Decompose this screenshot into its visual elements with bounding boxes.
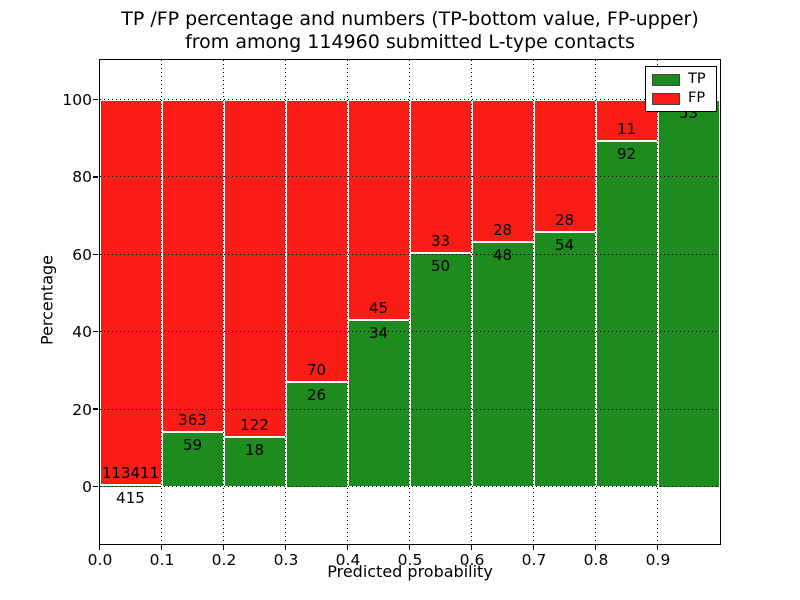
x-tick-label: 0.3 bbox=[273, 551, 299, 569]
bar-segment-fp bbox=[162, 100, 223, 432]
bar-segment-tp bbox=[534, 232, 595, 487]
bar-segment-tp bbox=[348, 320, 409, 487]
fp-count-label: 70 bbox=[306, 360, 327, 379]
fp-count-label: 45 bbox=[368, 298, 389, 317]
fp-count-label: 363 bbox=[178, 411, 207, 430]
legend-swatch-tp bbox=[652, 73, 680, 86]
bar-segment-tp bbox=[658, 100, 719, 487]
y-tick-mark bbox=[92, 253, 98, 256]
bar-segment-fp bbox=[286, 100, 347, 381]
y-tick-mark bbox=[92, 98, 98, 101]
legend-label-tp: TP bbox=[688, 71, 706, 87]
bar-segment-tp bbox=[596, 141, 657, 487]
x-tick-label: 0.7 bbox=[521, 551, 547, 569]
v-gridline bbox=[285, 59, 286, 544]
chart-title-line2: from among 114960 submitted L-type conta… bbox=[185, 31, 635, 53]
y-tick-label: 20 bbox=[72, 400, 92, 419]
x-tick-mark bbox=[656, 543, 659, 550]
bar-segment-fp bbox=[224, 100, 285, 436]
v-gridline bbox=[533, 59, 534, 544]
legend: TP FP bbox=[645, 66, 717, 112]
x-tick-mark bbox=[160, 543, 163, 550]
y-tick-mark bbox=[92, 176, 98, 178]
bar-segment-tp bbox=[286, 382, 347, 487]
x-tick-mark bbox=[470, 543, 473, 550]
x-tick-label: 0.9 bbox=[645, 551, 671, 569]
fp-count-label: 33 bbox=[430, 232, 451, 251]
legend-label-fp: FP bbox=[688, 90, 706, 106]
plot-area: 113411 415 363 59 122 18 70 26 45 34 33 50 28 48 28 54 1… bbox=[92, 58, 721, 550]
tp-count-label: 48 bbox=[492, 246, 513, 265]
x-axis-label: Predicted probability bbox=[327, 562, 493, 581]
bar-segment-fp bbox=[472, 100, 533, 242]
y-tick-label: 80 bbox=[72, 168, 92, 187]
y-tick-label: 0 bbox=[82, 478, 92, 496]
bar-segment-tp bbox=[472, 243, 533, 487]
bar-segment-tp bbox=[410, 254, 471, 487]
bar-segment-tp bbox=[224, 437, 285, 487]
x-tick-label: 0.0 bbox=[87, 551, 113, 569]
fp-count-label: 28 bbox=[554, 210, 575, 229]
tp-count-label: 92 bbox=[616, 144, 637, 163]
tp-count-label: 59 bbox=[182, 436, 203, 455]
x-tick-mark bbox=[346, 543, 349, 550]
tp-count-label: 415 bbox=[116, 489, 145, 508]
v-gridline bbox=[595, 59, 596, 544]
bar-segment-fp bbox=[348, 100, 409, 319]
tp-count-label: 18 bbox=[244, 440, 265, 459]
chart-title: TP /FP percentage and numbers (TP-bottom… bbox=[80, 8, 740, 54]
tp-count-label: 54 bbox=[554, 235, 575, 254]
x-tick-label: 0.1 bbox=[149, 551, 175, 569]
legend-item-tp: TP bbox=[652, 72, 710, 87]
bar-segment-fp bbox=[534, 100, 595, 231]
fp-count-label: 113411 bbox=[101, 464, 160, 483]
x-tick-label: 0.8 bbox=[583, 551, 609, 569]
tp-count-label: 50 bbox=[430, 257, 451, 276]
x-tick-mark bbox=[532, 543, 535, 550]
x-tick-label: 0.4 bbox=[335, 551, 361, 569]
y-tick-label: 40 bbox=[72, 323, 92, 342]
fp-count-label: 11 bbox=[616, 119, 637, 138]
fp-count-label: 122 bbox=[240, 415, 269, 434]
bar-segment-tp bbox=[162, 433, 223, 487]
y-tick-label: 60 bbox=[72, 245, 92, 264]
v-gridline bbox=[347, 59, 348, 544]
x-tick-mark bbox=[594, 543, 597, 550]
x-tick-label: 0.2 bbox=[211, 551, 237, 569]
v-gridline bbox=[161, 59, 162, 544]
x-tick-mark bbox=[284, 543, 287, 550]
x-tick-mark bbox=[222, 543, 225, 550]
v-gridline bbox=[223, 59, 224, 544]
x-tick-mark bbox=[98, 543, 101, 550]
legend-swatch-fp bbox=[652, 92, 680, 105]
v-gridline bbox=[471, 59, 472, 544]
y-tick-mark bbox=[92, 485, 98, 488]
tp-count-label: 34 bbox=[368, 323, 389, 342]
x-tick-label: 0.5 bbox=[397, 551, 423, 569]
v-gridline bbox=[409, 59, 410, 544]
y-tick-mark bbox=[92, 408, 98, 410]
y-tick-label: 100 bbox=[62, 91, 92, 109]
x-tick-label: 0.6 bbox=[459, 551, 485, 569]
legend-item-fp: FP bbox=[652, 91, 710, 106]
fp-count-label: 28 bbox=[492, 221, 513, 240]
tp-count-label: 26 bbox=[306, 385, 327, 404]
chart-title-line1: TP /FP percentage and numbers (TP-bottom… bbox=[121, 8, 699, 30]
x-tick-mark bbox=[408, 543, 411, 550]
y-tick-mark bbox=[92, 330, 98, 333]
v-gridline bbox=[657, 59, 658, 544]
bar-segment-fp bbox=[100, 100, 161, 485]
